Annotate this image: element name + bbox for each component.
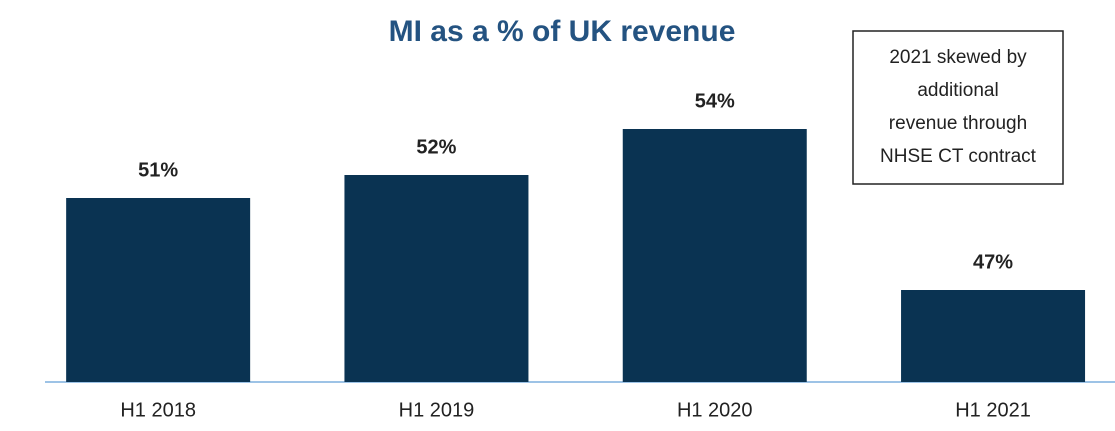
x-tick-label: H1 2018 xyxy=(120,399,196,421)
annotation-line: NHSE CT contract xyxy=(880,146,1037,167)
annotation-line: additional xyxy=(917,80,998,101)
value-label: 52% xyxy=(416,136,456,158)
bar xyxy=(901,290,1086,382)
x-tick-label: H1 2021 xyxy=(955,399,1031,421)
annotation-box xyxy=(852,30,1064,185)
bar xyxy=(344,175,529,382)
x-tick-label: H1 2020 xyxy=(677,399,753,421)
annotation-line: revenue through xyxy=(889,113,1027,134)
chart-title: MI as a % of UK revenue xyxy=(389,15,736,48)
x-tick-label: H1 2019 xyxy=(399,399,475,421)
value-label: 47% xyxy=(973,251,1013,273)
bar xyxy=(622,129,807,382)
value-label: 54% xyxy=(695,90,735,112)
annotation-line: 2021 skewed by xyxy=(889,47,1027,68)
bar xyxy=(66,198,251,382)
value-label: 51% xyxy=(138,159,178,181)
